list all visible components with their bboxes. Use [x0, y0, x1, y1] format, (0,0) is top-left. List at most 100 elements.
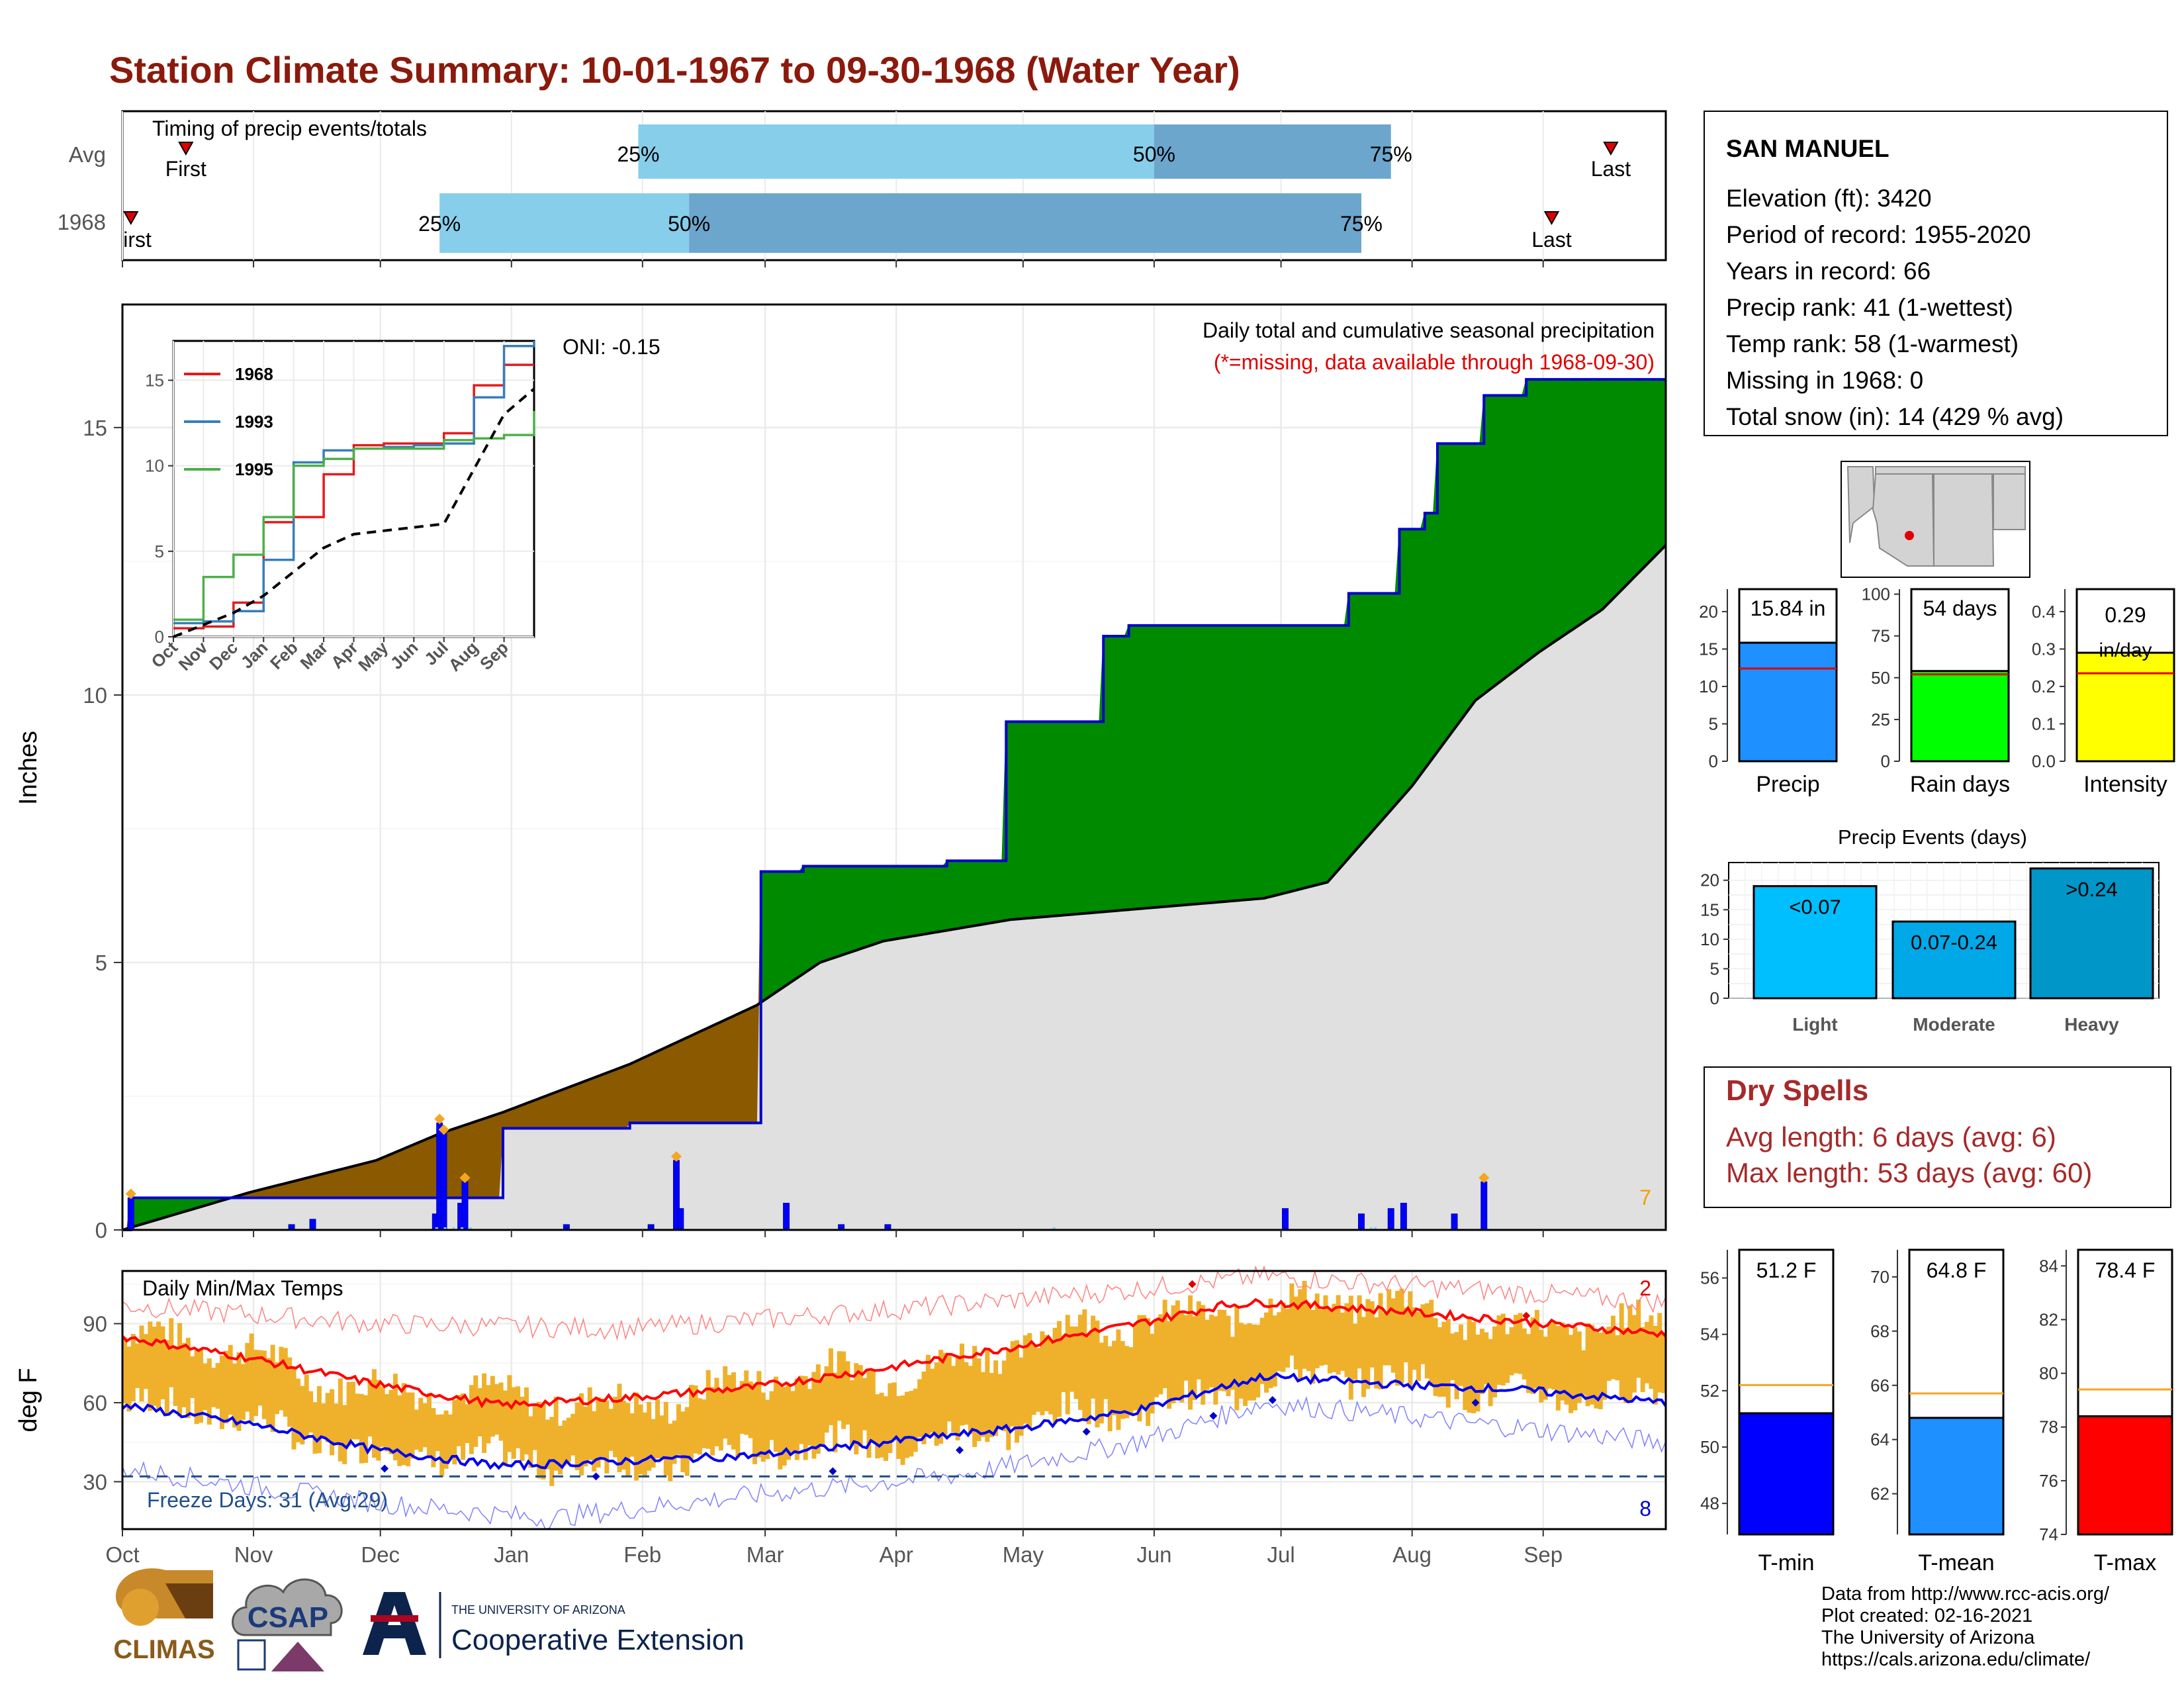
daily-temp-bar — [156, 1321, 161, 1409]
surplus-segment — [1454, 443, 1459, 730]
temp-count-high: 2 — [1639, 1276, 1651, 1300]
trace-precip-bar — [443, 1227, 447, 1230]
daily-temp-bar — [1167, 1321, 1172, 1409]
daily-temp-bar — [1052, 1327, 1058, 1424]
daily-temp-bar — [1509, 1327, 1514, 1376]
daily-temp-bar — [849, 1380, 854, 1445]
daily-temp-bar — [1403, 1307, 1408, 1363]
daily-temp-bar — [477, 1387, 482, 1437]
stat-name-1: Rain days — [1910, 772, 2010, 797]
daily-temp-bar — [985, 1350, 990, 1442]
footer-credits: Data from http://www.rcc-acis.org/ Plot … — [1821, 1583, 2109, 1671]
deficit-segment — [621, 1065, 626, 1129]
deficit-segment — [659, 1048, 664, 1123]
daily-temp-bar — [1319, 1309, 1324, 1366]
surplus-segment — [173, 1197, 178, 1216]
surplus-segment — [1018, 721, 1024, 919]
surplus-segment — [1132, 625, 1138, 910]
daily-temp-bar — [1128, 1347, 1134, 1416]
tsum-bar-t-max — [2077, 1415, 2173, 1536]
surplus-segment — [1187, 625, 1193, 906]
surplus-segment — [984, 860, 990, 925]
daily-temp-bar — [668, 1423, 673, 1481]
daily-temp-bar — [1467, 1317, 1472, 1413]
surplus-segment — [1475, 443, 1480, 701]
stat-y-tick-label: 10 — [1699, 677, 1718, 696]
daily-temp-bar — [1585, 1323, 1590, 1407]
tsum-value-label-2: 78.4 F — [2095, 1258, 2156, 1282]
deficit-segment — [481, 1117, 486, 1199]
month-label: Jul — [1267, 1542, 1295, 1567]
surplus-segment — [1416, 528, 1421, 782]
daily-temp-bar — [1581, 1350, 1586, 1395]
daily-temp-bar — [1344, 1303, 1349, 1378]
daily-temp-bar — [414, 1409, 419, 1450]
deficit-segment — [304, 1177, 309, 1199]
daily-temp-bar — [1141, 1315, 1146, 1408]
daily-temp-bar — [723, 1366, 728, 1439]
deficit-segment — [743, 1008, 749, 1123]
daily-temp-bar — [532, 1405, 537, 1450]
surplus-segment — [955, 860, 960, 929]
deficit-segment — [545, 1094, 550, 1129]
daily-temp-bar — [1238, 1323, 1244, 1399]
daily-temp-bar — [316, 1385, 322, 1454]
deficit-segment — [384, 1154, 390, 1199]
footer-line-created: Plot created: 02-16-2021 — [1821, 1605, 2033, 1626]
daily-temp-bar — [321, 1403, 326, 1438]
daily-temp-bar — [498, 1382, 504, 1441]
deficit-segment — [748, 1006, 753, 1123]
surplus-segment — [934, 866, 939, 933]
surplus-segment — [143, 1197, 148, 1225]
deficit-segment — [291, 1180, 296, 1199]
deficit-segment — [731, 1014, 736, 1123]
daily-temp-bar — [275, 1362, 279, 1415]
normal-max-line — [121, 1297, 1667, 1410]
temp-record-marker — [1188, 1280, 1197, 1288]
daily-temp-bar — [993, 1360, 999, 1436]
stat-bar-2 — [2075, 651, 2175, 763]
deficit-segment — [713, 1022, 719, 1123]
month-label: Aug — [1392, 1542, 1432, 1567]
heavy-event-marker — [670, 1150, 682, 1162]
surplus-segment — [1361, 592, 1366, 845]
events-y-tick-label: 10 — [1700, 929, 1719, 949]
oni-value: ONI: -0.15 — [563, 335, 660, 359]
daily-temp-bar — [1065, 1315, 1070, 1415]
daily-temp-bar — [199, 1349, 203, 1423]
daily-temp-bar — [642, 1412, 647, 1478]
daily-temp-bar — [587, 1387, 592, 1460]
daily-temp-bar — [1285, 1309, 1290, 1368]
surplus-segment — [1568, 379, 1573, 633]
surplus-segment — [1052, 721, 1058, 917]
surplus-segment — [1593, 379, 1599, 616]
daily-temp-bar — [1006, 1348, 1011, 1450]
temp-y-tick-label: 30 — [83, 1470, 107, 1494]
daily-temp-bar — [1340, 1312, 1345, 1371]
surplus-segment — [1598, 379, 1603, 613]
daily-temp-bar — [1458, 1324, 1463, 1386]
dry-spells-max: Max length: 53 days (avg: 60) — [1726, 1157, 2092, 1188]
tsum-y-tick-label: 80 — [2039, 1364, 2058, 1383]
daily-temp-bar — [511, 1387, 516, 1459]
avg-cumulative-line — [122, 544, 1667, 1231]
surplus-segment — [1281, 625, 1286, 895]
surplus-segment — [1086, 721, 1091, 914]
surplus-segment — [1322, 625, 1328, 884]
surplus-segment — [980, 860, 985, 925]
station-line: Years in record: 66 — [1726, 258, 1931, 285]
surplus-segment — [866, 866, 872, 947]
surplus-segment — [1120, 635, 1125, 911]
daily-temp-bar — [799, 1376, 804, 1444]
timing-marker-label-last: Last — [1531, 228, 1572, 252]
daily-temp-bar — [1623, 1328, 1629, 1403]
surplus-segment — [1386, 592, 1392, 816]
daily-temp-bar — [1488, 1338, 1493, 1407]
temp-record-marker — [956, 1446, 964, 1454]
timing-marker-first — [178, 142, 194, 156]
deficit-segment — [299, 1178, 305, 1199]
daily-temp-bar — [1183, 1315, 1189, 1381]
daily-temp-bar — [1056, 1321, 1062, 1417]
temp-panel: 30 60 90 deg F Daily Min/Max Temps Freeze … — [15, 1265, 1667, 1567]
daily-temp-bar — [1547, 1323, 1553, 1389]
